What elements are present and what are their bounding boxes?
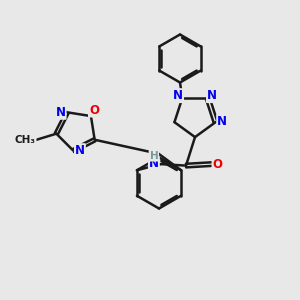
Text: N: N: [217, 115, 227, 128]
Text: N: N: [207, 89, 217, 102]
Text: N: N: [173, 89, 183, 102]
Text: H: H: [149, 151, 158, 161]
Text: CH₃: CH₃: [15, 135, 36, 145]
Text: N: N: [56, 106, 66, 119]
Text: N: N: [149, 157, 159, 170]
Text: O: O: [89, 103, 99, 117]
Text: O: O: [212, 158, 223, 171]
Text: N: N: [75, 144, 85, 157]
